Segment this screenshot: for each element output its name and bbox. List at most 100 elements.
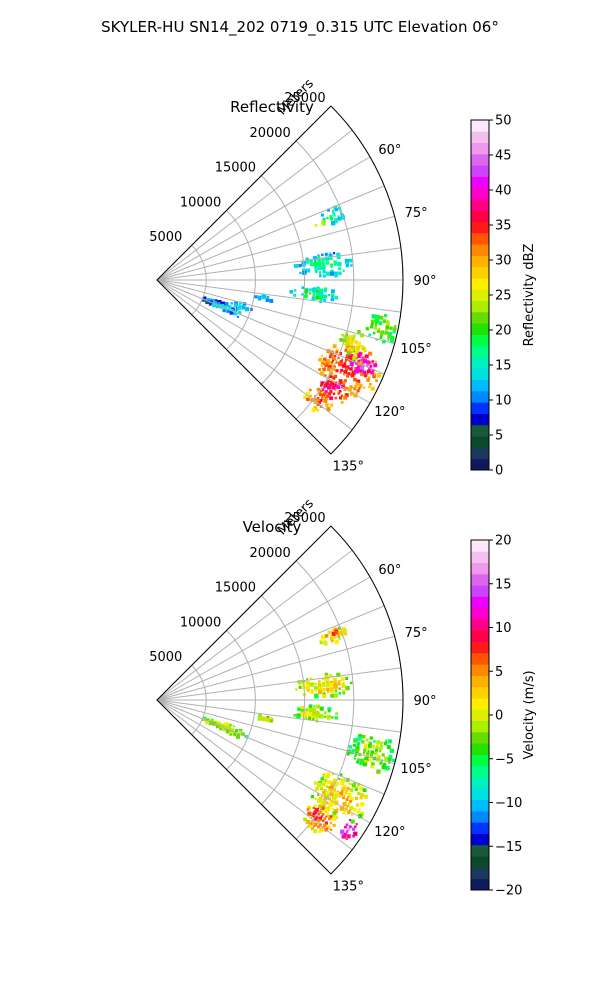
echo-gate [359, 758, 365, 763]
echo-gate [335, 381, 338, 384]
echo-gate [330, 297, 334, 302]
echo-gate [322, 357, 327, 362]
echo-gate [330, 689, 334, 694]
echo-gate [330, 784, 334, 788]
echo-gate [324, 287, 327, 291]
echo-gate [269, 299, 274, 303]
echo-gate [361, 740, 365, 744]
echo-gate [319, 827, 324, 832]
echo-gate [338, 206, 342, 210]
echo-gate [312, 287, 317, 293]
echo-gate [364, 794, 368, 799]
echo-gate [235, 309, 238, 312]
echo-gate [329, 215, 333, 219]
echo-gate [311, 407, 316, 412]
echo-gate [328, 362, 334, 368]
azimuth-tick-label: 75° [405, 626, 428, 641]
echo-gate [364, 374, 368, 378]
azimuth-gridline [156, 667, 401, 701]
azimuth-gridline [156, 576, 371, 701]
colorbar-segment [471, 720, 489, 733]
echo-gate [334, 786, 337, 789]
echo-gate [345, 332, 349, 336]
echo-gate [314, 266, 318, 270]
echo-gate [344, 349, 348, 352]
echo-gate [367, 744, 372, 748]
echo-gate [326, 790, 331, 795]
echo-gate [346, 804, 350, 808]
echo-gate [350, 373, 355, 378]
echo-gate [339, 338, 344, 342]
echo-gate [364, 760, 368, 764]
echo-gate [305, 257, 309, 261]
echo-gate [313, 816, 318, 821]
echo-gate [332, 677, 337, 682]
echo-gate [321, 634, 326, 640]
echo-gate [344, 832, 347, 836]
echo-gate [314, 694, 319, 699]
colorbar-segment [471, 232, 489, 245]
echo-gate [338, 396, 343, 400]
echo-gate [222, 308, 226, 313]
echo-gate [337, 635, 340, 638]
echo-gate [355, 823, 358, 826]
echo-gate [208, 302, 212, 306]
echo-gate [330, 269, 334, 274]
echo-gate [373, 740, 376, 743]
azimuth-tick-label: 105° [400, 342, 431, 357]
echo-gate [303, 395, 308, 400]
echo-gate [331, 356, 336, 361]
echo-gate [353, 831, 358, 836]
echo-gate [315, 718, 319, 721]
echo-gate [309, 259, 313, 263]
echo-gate [317, 825, 321, 829]
echo-gate [321, 397, 324, 400]
echo-gate [226, 309, 230, 313]
echo-gate [345, 823, 349, 826]
colorbar-segment [471, 878, 489, 891]
echo-gate [366, 752, 370, 756]
echo-gate [327, 707, 332, 711]
echo-gate [358, 734, 362, 738]
echo-gate [323, 715, 327, 718]
echo-gate [342, 627, 346, 632]
echo-gate [349, 681, 353, 685]
echo-gate [311, 815, 314, 818]
echo-gate [312, 825, 315, 828]
echo-gate [370, 753, 373, 757]
echo-gate [306, 686, 310, 691]
colorbar-segment [471, 323, 489, 335]
echo-gate [356, 379, 361, 384]
echo-gate [312, 806, 315, 810]
echo-gate [369, 736, 373, 740]
echo-gate [342, 381, 346, 385]
echo-gate [342, 691, 346, 695]
echo-gate [370, 325, 374, 329]
echo-gate [325, 683, 330, 688]
echo-gate [322, 790, 326, 795]
echo-gate [319, 640, 323, 645]
echo-gate [387, 338, 390, 341]
echo-gate [361, 364, 365, 368]
echo-gate [338, 794, 342, 798]
echo-gate [362, 734, 366, 739]
echo-gate [337, 390, 341, 394]
azimuth-gridline [156, 605, 385, 701]
echo-gate [266, 295, 270, 299]
echo-gate [364, 757, 369, 762]
echo-gate [355, 382, 359, 386]
echo-gate [341, 333, 344, 337]
echo-gate [334, 716, 338, 720]
echo-gate [363, 386, 366, 389]
azimuth-gridline [156, 549, 353, 701]
echo-gate [339, 791, 344, 796]
echo-gate [317, 265, 323, 270]
echo-gate [317, 793, 320, 796]
echo-gate [345, 365, 350, 370]
echo-gate [328, 365, 332, 369]
echo-gate [334, 693, 338, 698]
echo-gate [336, 790, 339, 793]
colorbar-segment [471, 176, 489, 189]
echo-gate [375, 379, 378, 383]
echo-gate [335, 807, 339, 811]
